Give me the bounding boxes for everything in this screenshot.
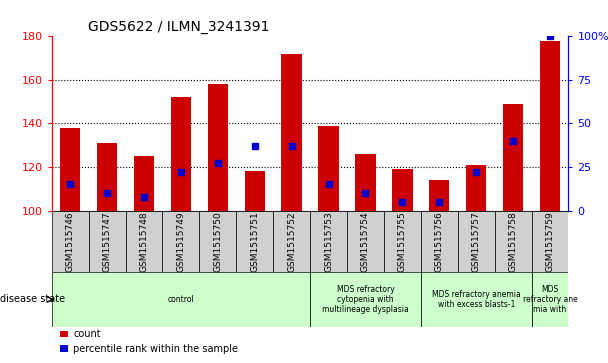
Bar [466,165,486,211]
FancyBboxPatch shape [347,211,384,272]
Text: GSM1515753: GSM1515753 [324,211,333,272]
FancyBboxPatch shape [89,211,125,272]
Text: GSM1515748: GSM1515748 [139,211,148,272]
FancyBboxPatch shape [495,211,531,272]
FancyBboxPatch shape [421,211,458,272]
Text: GSM1515755: GSM1515755 [398,211,407,272]
Text: MDS refractory anemia
with excess blasts-1: MDS refractory anemia with excess blasts… [432,290,520,309]
FancyBboxPatch shape [458,211,495,272]
Bar [282,54,302,211]
FancyBboxPatch shape [162,211,199,272]
FancyBboxPatch shape [52,211,89,272]
Text: GSM1515754: GSM1515754 [361,211,370,272]
FancyBboxPatch shape [52,272,310,327]
Bar [208,84,228,211]
FancyBboxPatch shape [384,211,421,272]
Text: GSM1515759: GSM1515759 [545,211,554,272]
Text: MDS refractory
cytopenia with
multilineage dysplasia: MDS refractory cytopenia with multilinea… [322,285,409,314]
Bar [392,169,412,211]
Text: GSM1515750: GSM1515750 [213,211,223,272]
Text: GSM1515752: GSM1515752 [287,211,296,272]
FancyBboxPatch shape [531,272,568,327]
Bar [429,180,449,211]
Bar [503,104,523,211]
Bar [540,41,560,211]
Text: GDS5622 / ILMN_3241391: GDS5622 / ILMN_3241391 [88,20,269,34]
Text: GSM1515757: GSM1515757 [472,211,481,272]
FancyBboxPatch shape [237,211,273,272]
Text: GSM1515746: GSM1515746 [66,211,75,272]
Legend: count, percentile rank within the sample: count, percentile rank within the sample [57,326,242,358]
FancyBboxPatch shape [421,272,531,327]
Bar [244,171,265,211]
Bar [60,128,80,211]
Bar [134,156,154,211]
FancyBboxPatch shape [125,211,162,272]
FancyBboxPatch shape [199,211,237,272]
FancyBboxPatch shape [310,272,421,327]
Bar [171,97,191,211]
Text: MDS
refractory ane
mia with: MDS refractory ane mia with [523,285,578,314]
Bar [319,126,339,211]
FancyBboxPatch shape [273,211,310,272]
Text: GSM1515751: GSM1515751 [250,211,259,272]
Bar [97,143,117,211]
Bar [355,154,376,211]
Text: GSM1515747: GSM1515747 [103,211,111,272]
FancyBboxPatch shape [310,211,347,272]
Text: disease state: disease state [0,294,65,305]
Text: control: control [168,295,194,304]
Text: GSM1515749: GSM1515749 [176,211,185,272]
FancyBboxPatch shape [531,211,568,272]
Text: GSM1515758: GSM1515758 [509,211,517,272]
Text: GSM1515756: GSM1515756 [435,211,444,272]
